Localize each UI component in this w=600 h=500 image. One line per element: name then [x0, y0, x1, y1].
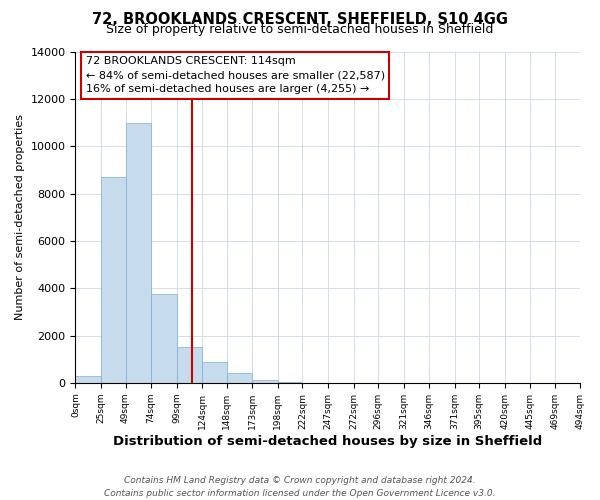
- Bar: [101, 177, 125, 383]
- Text: Size of property relative to semi-detached houses in Sheffield: Size of property relative to semi-detach…: [106, 22, 494, 36]
- Text: 72 BROOKLANDS CRESCENT: 114sqm
← 84% of semi-detached houses are smaller (22,587: 72 BROOKLANDS CRESCENT: 114sqm ← 84% of …: [86, 56, 385, 94]
- X-axis label: Distribution of semi-detached houses by size in Sheffield: Distribution of semi-detached houses by …: [113, 434, 542, 448]
- Bar: [125, 122, 151, 383]
- Bar: [278, 382, 302, 383]
- Text: Contains HM Land Registry data © Crown copyright and database right 2024.
Contai: Contains HM Land Registry data © Crown c…: [104, 476, 496, 498]
- Bar: [202, 362, 227, 383]
- Bar: [176, 348, 202, 383]
- Bar: [151, 294, 176, 383]
- Text: 72, BROOKLANDS CRESCENT, SHEFFIELD, S10 4GG: 72, BROOKLANDS CRESCENT, SHEFFIELD, S10 …: [92, 12, 508, 28]
- Bar: [76, 376, 101, 383]
- Bar: [227, 374, 252, 383]
- Bar: [252, 380, 278, 383]
- Y-axis label: Number of semi-detached properties: Number of semi-detached properties: [15, 114, 25, 320]
